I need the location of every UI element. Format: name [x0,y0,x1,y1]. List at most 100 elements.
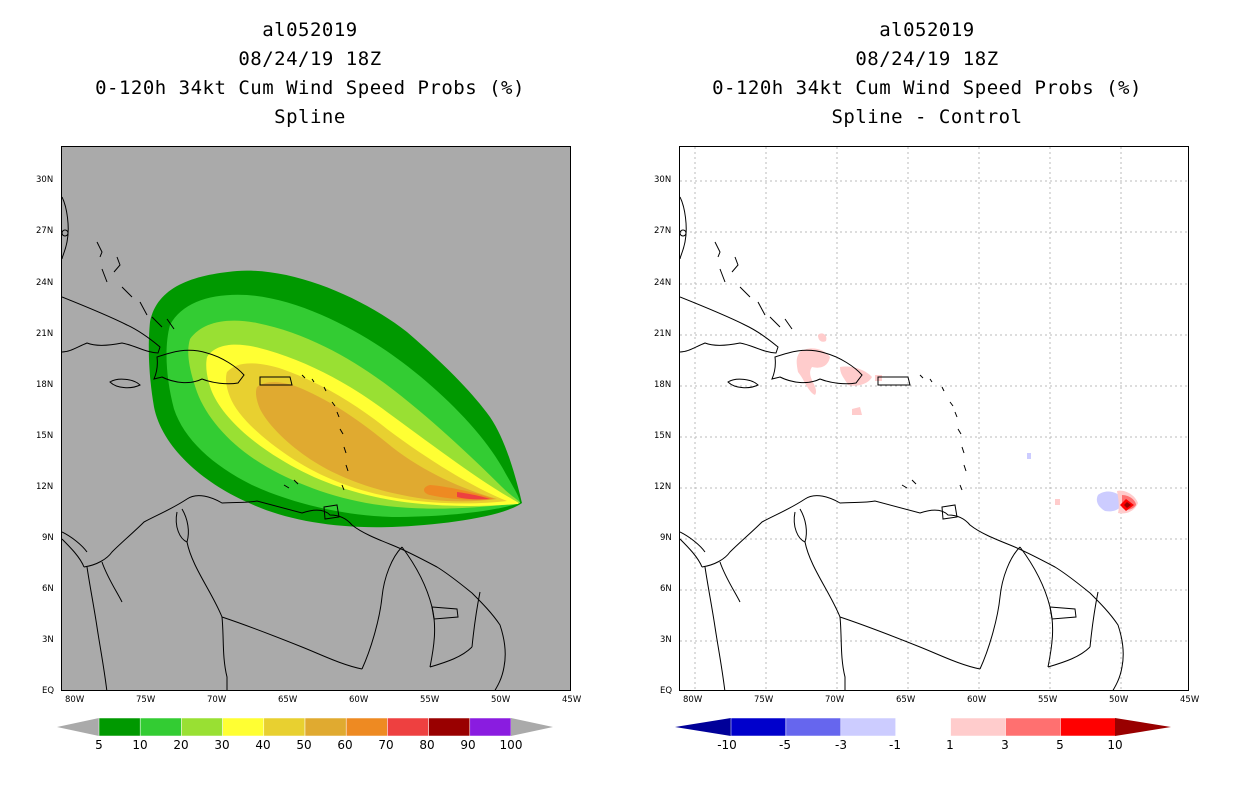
lon-label: 65W [896,695,916,705]
colorbar-swatch [139,718,182,736]
colorbar-left-arrow [675,718,731,736]
init-time: 08/24/19 18Z [238,48,382,70]
lat-label: 21N [654,329,672,339]
lat-label: 3N [660,635,672,645]
product-name: 0-120h 34kt Cum Wind Speed Probs (%) [712,77,1142,99]
colorbar-label: 30 [214,738,230,752]
lat-label: 12N [36,482,54,492]
diff-pos-1-3-region [840,366,872,386]
diff-pos-1-3-region [1055,499,1060,505]
left-panel-title: al052019 08/24/19 18Z 0-120h 34kt Cum Wi… [10,16,610,132]
colorbar-label: 40 [255,738,271,752]
colorbar-swatch [222,718,265,736]
colorbar-label: 60 [337,738,353,752]
lat-label: 27N [36,226,54,236]
coastlines [62,196,506,690]
lat-label: 6N [42,584,54,594]
colorbar-swatch [840,718,896,736]
colorbar-label: -3 [835,738,847,752]
lon-label: 55W [1038,695,1058,705]
lon-label: 75W [754,695,774,705]
colorbar-label: -1 [889,738,901,752]
lat-label: 3N [42,635,54,645]
lon-label: 60W [967,695,987,705]
colorbar-label: 3 [1001,738,1009,752]
colorbar-swatch [345,718,388,736]
colorbar-swatch [304,718,347,736]
lon-label: 70W [207,695,227,705]
colorbar-swatch [785,718,842,736]
left-colorbar [57,718,553,736]
lon-label: 80W [65,695,85,705]
lon-label: 45W [562,695,582,705]
right-panel-title: al052019 08/24/19 18Z 0-120h 34kt Cum Wi… [627,16,1227,132]
colorbar-label: 10 [1107,738,1123,752]
colorbar-swatch [730,718,787,736]
colorbar-label: 20 [173,738,189,752]
colorbar-swatch [1005,718,1061,736]
diff-pos-10-region [1124,502,1131,508]
lat-label: 15N [36,431,54,441]
product-name: 0-120h 34kt Cum Wind Speed Probs (%) [95,77,525,99]
right-colorbar [675,718,1171,736]
panel-subtitle: Spline - Control [831,106,1023,128]
lat-label: 30N [654,175,672,185]
panel-subtitle: Spline [274,106,346,128]
gridlines [680,147,1188,690]
colorbar-left-arrow [57,718,99,736]
lat-label: 12N [654,482,672,492]
colorbar-swatch [98,718,141,736]
lat-label: EQ [42,686,55,696]
colorbar-label: 5 [1056,738,1064,752]
colorbar-label: 70 [378,738,394,752]
prob-50-60-region [256,382,497,502]
lat-label: 24N [36,278,54,288]
lat-label: 9N [42,533,54,543]
colorbar-label: 100 [499,738,523,752]
colorbar-swatch [1060,718,1116,736]
diff-neg-1-3-region [1027,453,1031,459]
colorbar-swatch [181,718,223,736]
colorbar-label: -5 [779,738,791,752]
colorbar-label: -10 [717,738,737,752]
colorbar-swatch [950,718,1006,736]
lat-label: 6N [660,584,672,594]
lat-label: 21N [36,329,54,339]
colorbar-label: 90 [460,738,476,752]
colorbar-swatch [428,718,471,736]
colorbar-label: 5 [95,738,103,752]
diff-pos-1-3-region [818,333,827,342]
lon-label: 50W [491,695,511,705]
storm-id: al052019 [262,19,358,41]
lon-label: 55W [420,695,440,705]
colorbar-label: 10 [132,738,148,752]
colorbar-swatch [263,718,306,736]
lon-label: 80W [683,695,703,705]
colorbar-label: 1 [946,738,954,752]
colorbar-right-arrow [1115,718,1171,736]
diff-neg-1-3-region [1096,491,1123,512]
lat-label: 27N [654,226,672,236]
lat-label: EQ [660,686,673,696]
lat-label: 9N [660,533,672,543]
lon-label: 60W [349,695,369,705]
lat-label: 18N [654,380,672,390]
colorbar-swatch [895,718,951,736]
probability-map [61,146,571,691]
colorbar-swatch [387,718,429,736]
colorbar-boxes [730,718,1116,736]
lon-label: 75W [136,695,156,705]
storm-id: al052019 [879,19,975,41]
prob-70-80-region [457,492,490,500]
colorbar-label: 50 [296,738,312,752]
colorbar-right-arrow [511,718,553,736]
diff-pos-1-3-region [852,407,862,415]
lon-label: 50W [1109,695,1129,705]
difference-map [679,146,1189,691]
colorbar-boxes [98,718,512,736]
difference-contours [796,333,1138,514]
lon-label: 45W [1180,695,1200,705]
lon-label: 65W [278,695,298,705]
colorbar-swatch [469,718,512,736]
colorbar-label: 80 [419,738,435,752]
